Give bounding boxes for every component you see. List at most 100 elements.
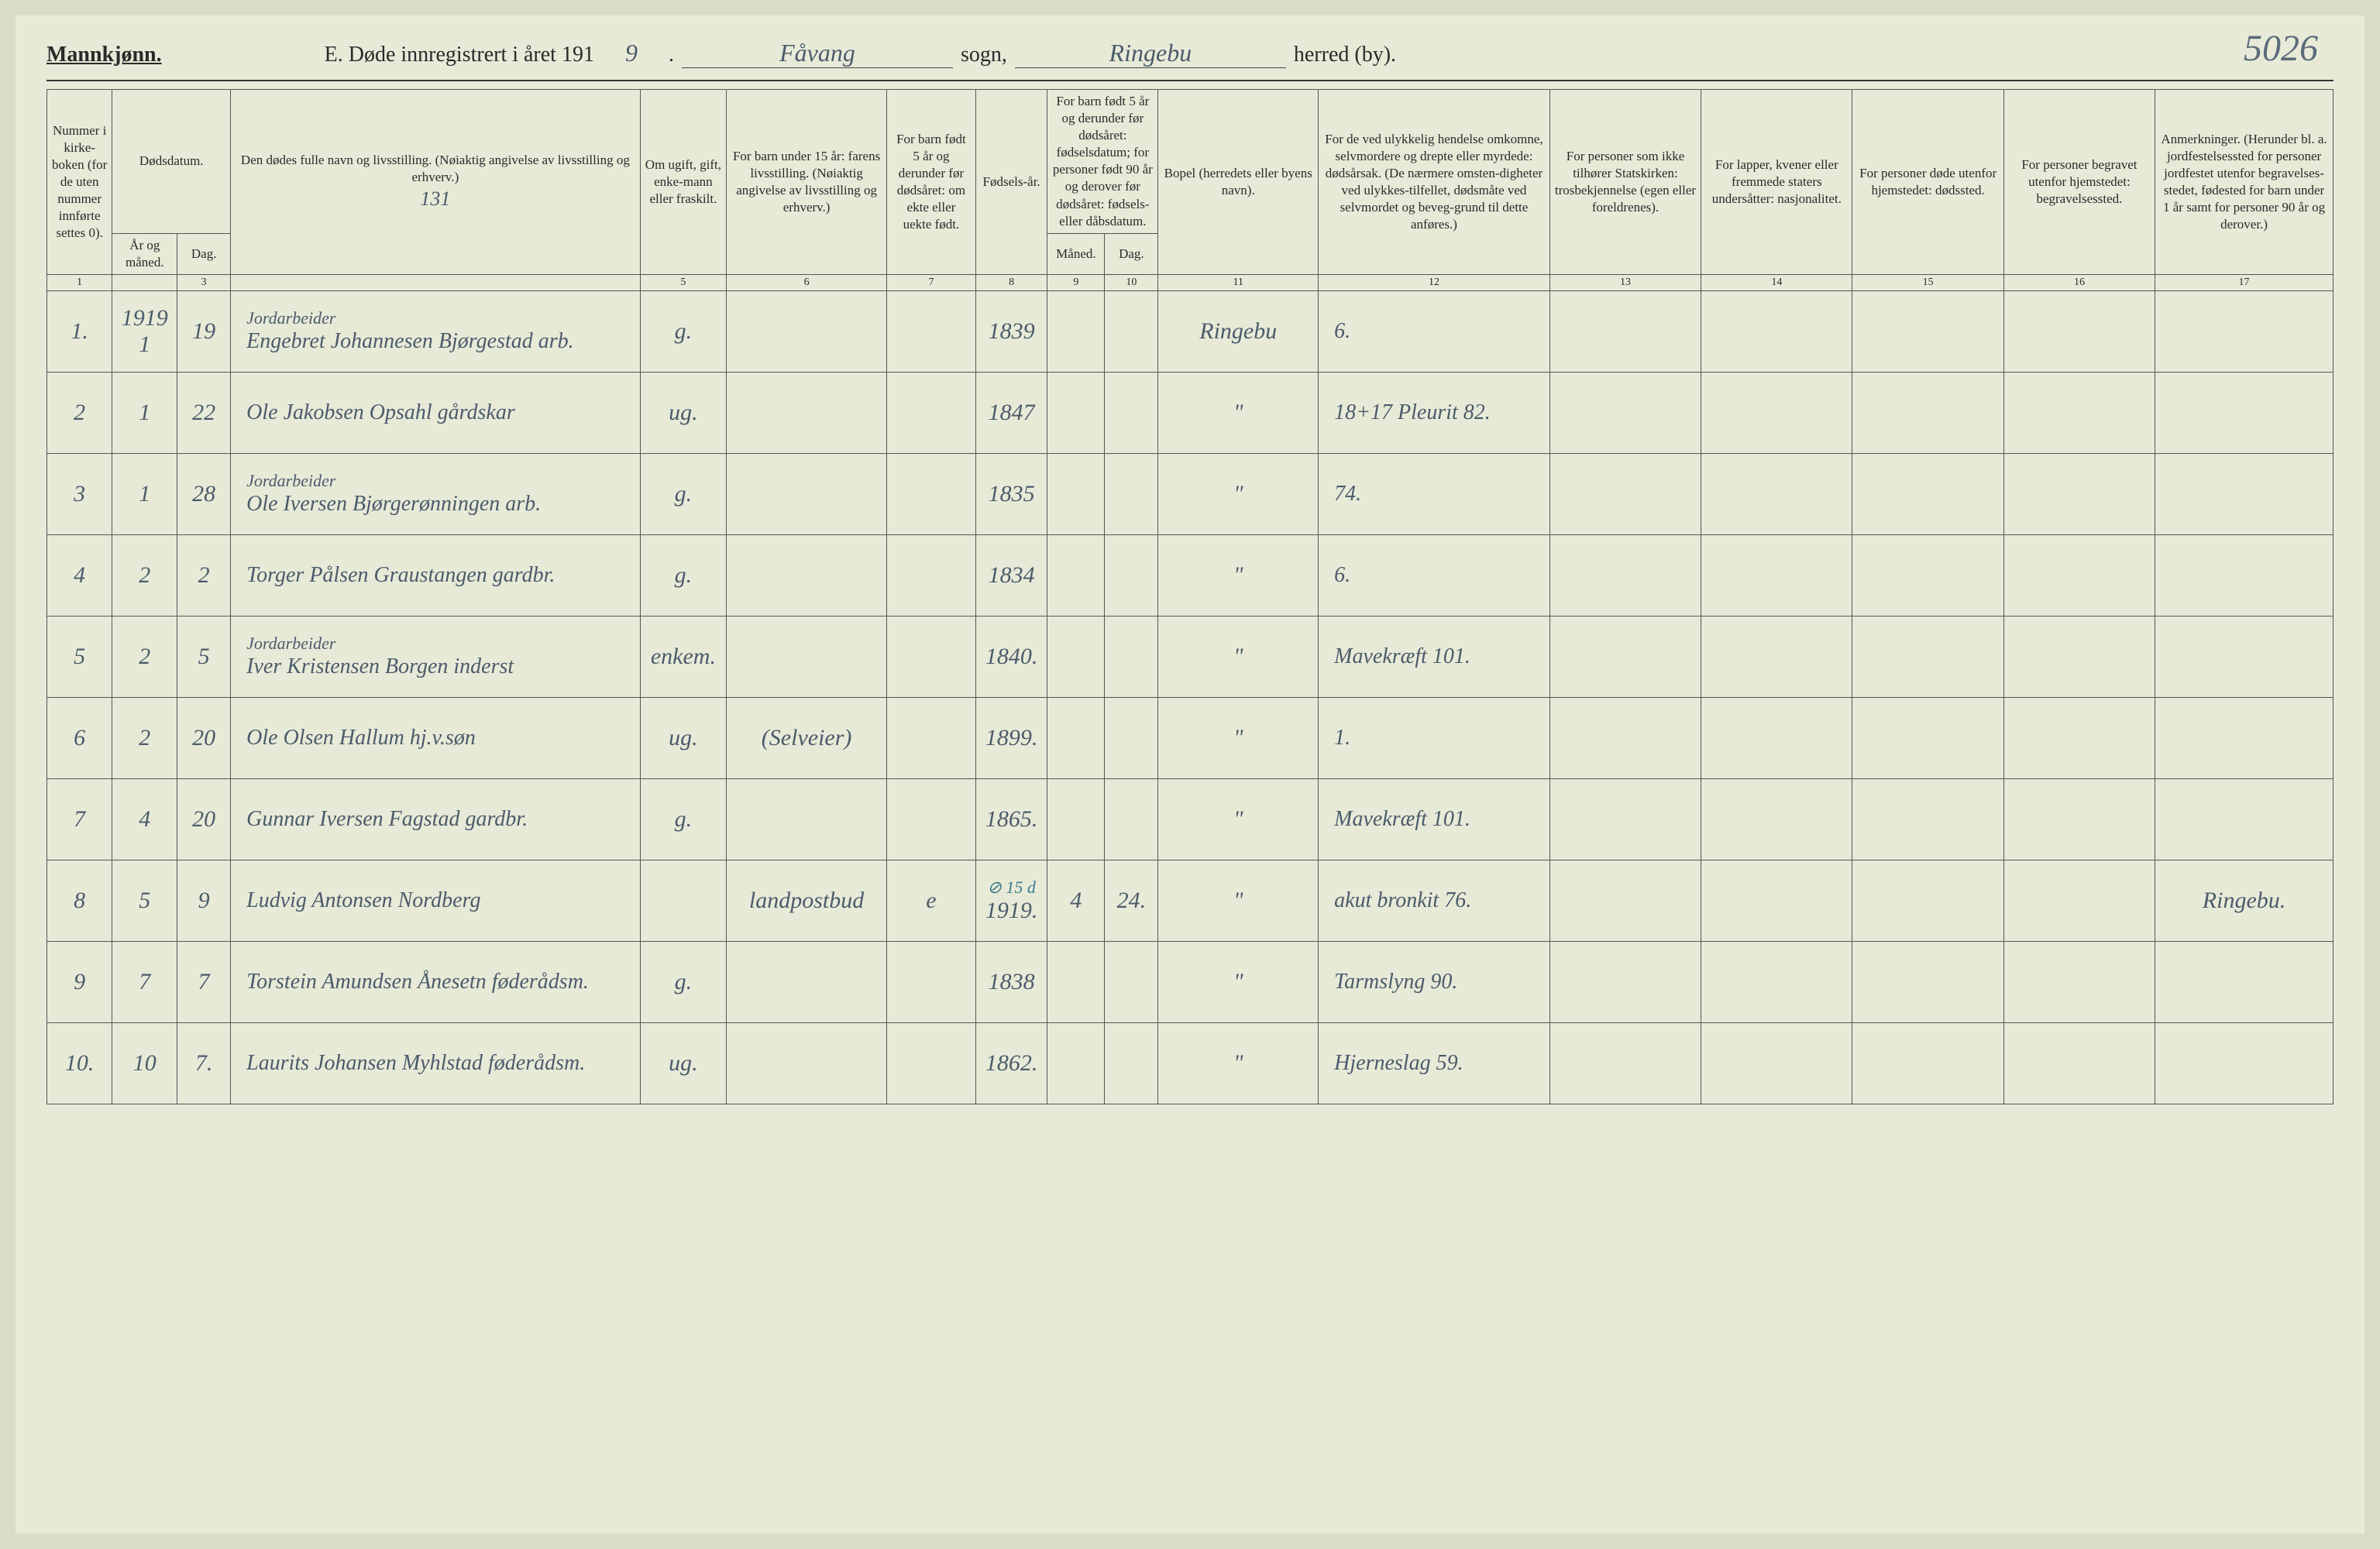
table-row: 859Ludvig Antonsen Nordberglandpostbude⊘…: [47, 860, 2334, 941]
table-row: 422Torger Pålsen Graustangen gardbr.g.18…: [47, 534, 2334, 616]
col-number: Nummer i kirke-boken (for de uten nummer…: [47, 90, 112, 275]
cell: Torstein Amundsen Ånesetn føderådsm.: [231, 941, 640, 1022]
cell: 20: [177, 697, 231, 778]
cell: [1549, 616, 1701, 697]
cell: [887, 453, 976, 534]
cell: 2: [47, 372, 112, 453]
col-birthdate: For barn født 5 år og derunder før dødså…: [1047, 90, 1158, 234]
herred-value: Ringebu: [1015, 39, 1286, 68]
cell: [1047, 1022, 1105, 1104]
sogn-value: Fåvang: [682, 39, 953, 68]
cell: Ringebu: [1158, 290, 1319, 372]
cell: 1.: [1319, 697, 1550, 778]
cell: [2155, 1022, 2334, 1104]
cell: [1047, 941, 1105, 1022]
cell: [1047, 290, 1105, 372]
cell: ": [1158, 1022, 1319, 1104]
cell: g.: [640, 453, 727, 534]
cell: [2003, 778, 2155, 860]
cell: 2: [112, 697, 177, 778]
cell: 2: [112, 616, 177, 697]
cell: g.: [640, 778, 727, 860]
column-numbers-row: 1 3 5 6 7 8 9 10 11 12 13 14 15 16 17: [47, 274, 2334, 290]
cell: Hjerneslag 59.: [1319, 1022, 1550, 1104]
col-child5: For barn født 5 år og derunder før dødså…: [887, 90, 976, 275]
cell: [887, 697, 976, 778]
cell: 6: [47, 697, 112, 778]
cell: [727, 778, 887, 860]
cell: 8: [47, 860, 112, 941]
cell: [1047, 372, 1105, 453]
table-row: 3128JordarbeiderOle Iversen Bjørgerønnin…: [47, 453, 2334, 534]
herred-label: herred (by).: [1294, 43, 1396, 67]
cell: ": [1158, 453, 1319, 534]
cell: 1838: [975, 941, 1047, 1022]
col-year: År og måned.: [112, 233, 177, 274]
col-birthm: Måned.: [1047, 233, 1105, 274]
cell: [1105, 534, 1158, 616]
cell: 7.: [177, 1022, 231, 1104]
cell: Torger Pålsen Graustangen gardbr.: [231, 534, 640, 616]
cell: 2: [177, 534, 231, 616]
cell: JordarbeiderIver Kristensen Borgen inder…: [231, 616, 640, 697]
cell: 28: [177, 453, 231, 534]
cell: [1852, 290, 2003, 372]
cell: ug.: [640, 372, 727, 453]
cell: Ludvig Antonsen Nordberg: [231, 860, 640, 941]
cell: [887, 778, 976, 860]
cell: 18+17 Pleurit 82.: [1319, 372, 1550, 453]
cell: [2003, 941, 2155, 1022]
table-header: Nummer i kirke-boken (for de uten nummer…: [47, 90, 2334, 291]
cell: 5: [47, 616, 112, 697]
cell: [1047, 453, 1105, 534]
cell: [1549, 941, 1701, 1022]
cell: 1839: [975, 290, 1047, 372]
cell: Tarmslyng 90.: [1319, 941, 1550, 1022]
col-father: For barn under 15 år: farens livsstillin…: [727, 90, 887, 275]
cell: g.: [640, 290, 727, 372]
cell: [2155, 616, 2334, 697]
cell: Mavekræft 101.: [1319, 616, 1550, 697]
cell: [1105, 290, 1158, 372]
cell: 9: [177, 860, 231, 941]
cell: [887, 616, 976, 697]
cell: [2155, 697, 2334, 778]
cell: [1105, 453, 1158, 534]
cell: [1549, 372, 1701, 453]
cell: [1701, 941, 1852, 1022]
col-status: Om ugift, gift, enke-mann eller fraskilt…: [640, 90, 727, 275]
death-register-table: Nummer i kirke-boken (for de uten nummer…: [46, 89, 2334, 1104]
cell: [1549, 860, 1701, 941]
cell: [1701, 697, 1852, 778]
cell: [2003, 290, 2155, 372]
cell: [887, 372, 976, 453]
page-number: 5026: [2244, 27, 2318, 70]
cell: 20: [177, 778, 231, 860]
cell: [1105, 778, 1158, 860]
cell: [727, 941, 887, 1022]
table-row: 977Torstein Amundsen Ånesetn føderådsm.g…: [47, 941, 2334, 1022]
cell: [1701, 453, 1852, 534]
cell: [727, 534, 887, 616]
cell: [1047, 616, 1105, 697]
cell: [1701, 372, 1852, 453]
cell: 5: [177, 616, 231, 697]
cell: 74.: [1319, 453, 1550, 534]
cell: [1701, 1022, 1852, 1104]
col-burialplace: For personer begravet utenfor hjemstedet…: [2003, 90, 2155, 275]
year-suffix: 9: [602, 39, 661, 67]
cell: 1899.: [975, 697, 1047, 778]
cell: [2155, 372, 2334, 453]
cell: 1862.: [975, 1022, 1047, 1104]
col-faith: For personer som ikke tilhører Statskirk…: [1549, 90, 1701, 275]
cell: [1549, 778, 1701, 860]
cell: [1701, 534, 1852, 616]
cell: Ringebu.: [2155, 860, 2334, 941]
table-row: 6220Ole Olsen Hallum hj.v.sønug.(Selveie…: [47, 697, 2334, 778]
cell: ⊘ 15 d1919.: [975, 860, 1047, 941]
cell: 7: [177, 941, 231, 1022]
cell: 10: [112, 1022, 177, 1104]
cell: 6.: [1319, 534, 1550, 616]
cell: ": [1158, 941, 1319, 1022]
cell: [1105, 616, 1158, 697]
